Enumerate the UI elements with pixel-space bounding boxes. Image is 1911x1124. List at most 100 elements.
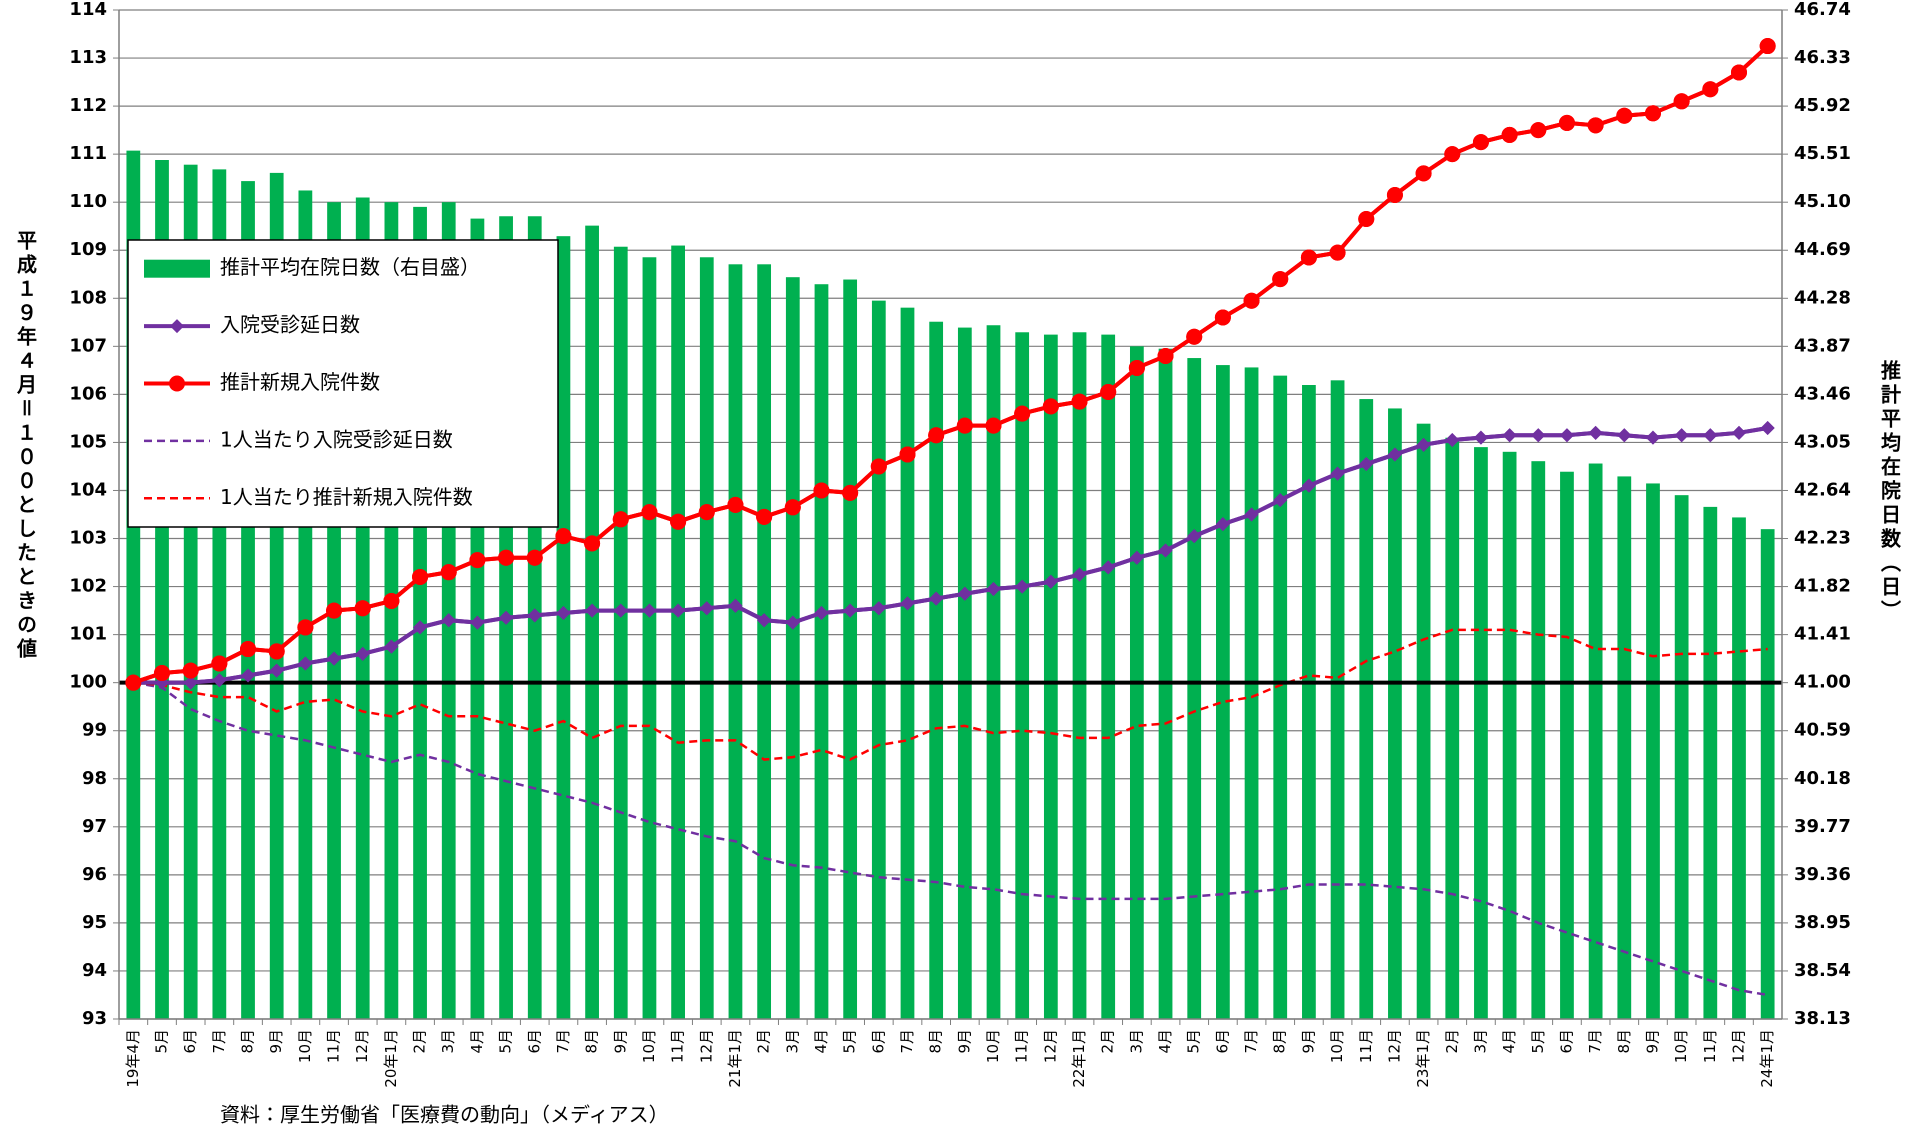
bar [642,257,657,1020]
x-tick-label: 3月 [439,1029,457,1054]
x-tick-label: 21年1月 [726,1029,744,1088]
marker [556,605,571,620]
marker [785,615,800,630]
x-tick-label: 5月 [1529,1029,1547,1054]
marker [642,603,657,618]
x-tick-label: 10月 [1328,1029,1346,1063]
marker [527,608,542,623]
y2-tick-label: 41.00 [1794,672,1851,693]
y2-tick-label: 44.69 [1794,239,1851,260]
bar [871,300,886,1019]
x-tick-label: 7月 [210,1029,228,1054]
marker [1674,428,1689,443]
marker [584,535,601,552]
marker [757,613,772,628]
y-tick-label: 113 [69,47,107,68]
y2-tick-label: 42.23 [1794,528,1851,549]
bar [1015,332,1030,1019]
marker [211,655,228,672]
marker [1129,550,1144,565]
x-tick-label: 2月 [1099,1029,1117,1054]
marker [1416,437,1431,452]
x-tick-label: 11月 [1357,1029,1375,1063]
marker [1187,529,1202,544]
marker [240,641,257,658]
marker [269,663,284,678]
x-tick-label: 3月 [783,1029,801,1054]
marker [1617,428,1632,443]
marker [1043,574,1058,589]
bar [671,245,685,1019]
y-tick-label: 103 [69,528,107,549]
x-tick-label: 9月 [1299,1029,1317,1054]
bar [1560,471,1574,1019]
y-tick-label: 109 [69,239,107,260]
y-tick-label: 95 [82,912,107,933]
y2-tick-label: 43.46 [1794,383,1851,404]
y2-tick-label: 43.05 [1794,431,1851,452]
x-tick-label: 22年1月 [1070,1029,1088,1088]
marker [182,662,199,679]
bar [757,264,772,1020]
y2-tick-label: 38.54 [1794,960,1851,981]
marker [183,675,198,690]
bar [1187,358,1202,1020]
y-tick-label: 97 [82,816,107,837]
y2-tick-label: 39.77 [1794,816,1851,837]
bar [556,236,571,1019]
x-tick-label: 7月 [898,1029,916,1054]
x-tick-label: 12月 [1385,1029,1403,1063]
marker [899,446,916,463]
bar [1273,375,1288,1019]
marker [1702,81,1719,98]
x-tick-label: 9月 [1643,1029,1661,1054]
marker [1300,249,1317,266]
y-tick-label: 100 [69,672,107,693]
x-tick-label: 8月 [1271,1029,1289,1054]
y-tick-label: 107 [69,335,107,356]
line [132,44,1770,685]
bar [843,279,858,1020]
x-tick-label: 11月 [1013,1029,1031,1063]
marker [784,499,801,516]
line [133,426,1768,685]
marker [670,513,687,530]
bar [585,225,599,1019]
x-tick-label: 11月 [1701,1029,1719,1063]
marker [1042,398,1059,415]
bar [1244,367,1259,1020]
marker [585,603,600,618]
marker [671,603,686,618]
marker [1330,466,1345,481]
y2-axis-title: 推計平均在院日数（日） [1878,359,1902,624]
bar [1101,334,1116,1020]
marker [814,605,829,620]
x-tick-label: 2月 [411,1029,429,1054]
x-tick-label: 12月 [1041,1029,1059,1063]
x-tick-label: 11月 [669,1029,687,1063]
x-tick-label: 2月 [1443,1029,1461,1054]
marker [1730,64,1747,81]
marker [1214,309,1231,326]
x-tick-label: 10月 [296,1029,314,1063]
marker [1101,560,1116,575]
marker [728,598,743,613]
x-tick-label: 4月 [812,1029,830,1054]
x-tick-label: 9月 [267,1029,285,1054]
bar [1359,399,1374,1020]
legend-marker [170,319,184,334]
marker [699,601,714,616]
marker [1301,478,1316,493]
marker [1558,114,1575,131]
legend-label: 1人当たり推計新規入院件数 [220,485,473,509]
y-tick-label: 99 [82,720,107,741]
marker [1128,359,1145,376]
marker [125,674,142,691]
y2-tick-label: 41.82 [1794,576,1851,597]
marker [441,613,456,628]
bar [728,264,743,1020]
marker [1071,393,1088,410]
x-tick-label: 5月 [841,1029,859,1054]
bar [1674,495,1689,1019]
marker [1587,117,1604,134]
